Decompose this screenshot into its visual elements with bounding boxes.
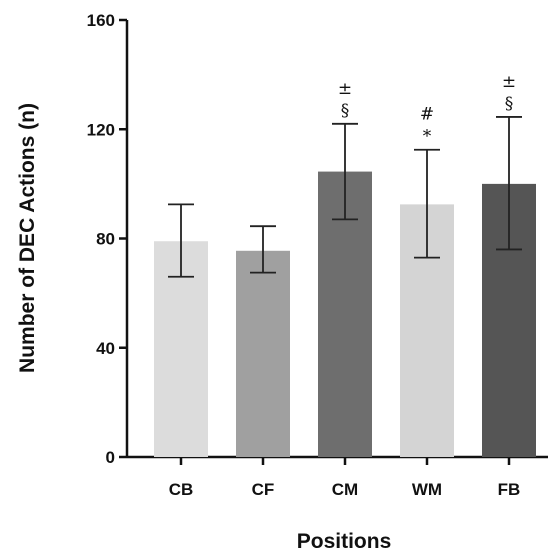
significance-marker: § [505, 94, 514, 114]
x-tick-label: CM [332, 480, 358, 499]
significance-marker: * [423, 127, 432, 147]
x-tick-label: FB [498, 480, 521, 499]
bar [236, 250, 290, 457]
significance-marker: ± [338, 79, 352, 99]
y-tick-label: 120 [87, 120, 115, 139]
y-tick-label: 160 [87, 11, 115, 30]
significance-marker: # [420, 105, 434, 125]
y-tick-label: 80 [96, 230, 115, 249]
x-tick-label: WM [412, 480, 442, 499]
y-tick-label: 0 [106, 448, 115, 467]
significance-marker: § [341, 101, 350, 121]
significance-marker: ± [502, 72, 516, 92]
y-axis-title: Number of DEC Actions (n) [16, 103, 39, 373]
x-axis-title: Positions [297, 530, 392, 553]
x-tick-label: CF [252, 480, 275, 499]
x-tick-label: CB [169, 480, 194, 499]
y-tick-label: 40 [96, 339, 115, 358]
